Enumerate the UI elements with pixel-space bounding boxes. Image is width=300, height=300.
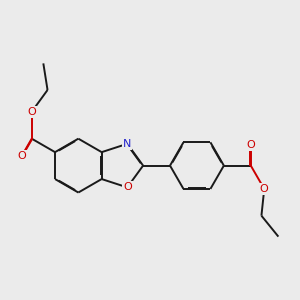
Text: N: N bbox=[123, 139, 131, 149]
Text: O: O bbox=[27, 107, 36, 117]
Text: O: O bbox=[123, 182, 132, 192]
Text: O: O bbox=[246, 140, 255, 150]
Text: O: O bbox=[260, 184, 268, 194]
Text: O: O bbox=[17, 151, 26, 161]
